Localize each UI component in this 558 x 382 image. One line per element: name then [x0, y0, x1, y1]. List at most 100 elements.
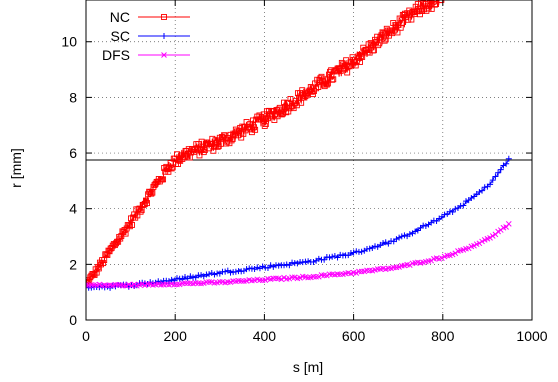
- point-SC-290: [471, 193, 478, 200]
- point-SC-190: [337, 251, 344, 258]
- point-SC-68: [173, 275, 180, 282]
- point-SC-62: [165, 278, 172, 285]
- point-DFS-202: [353, 270, 360, 276]
- point-NC-602: [405, 16, 412, 23]
- point-NC-280: [232, 126, 239, 133]
- series-line-DFS: [86, 223, 510, 287]
- legend-label-NC: NC: [110, 9, 130, 25]
- point-NC-590: [398, 19, 405, 26]
- x-tick-label-2: 400: [253, 328, 277, 344]
- plot-frame: [85, 0, 533, 321]
- point-NC-652: [432, 1, 438, 8]
- point-NC-144: [160, 176, 167, 183]
- x-axis-label: s [m]: [293, 359, 323, 375]
- point-NC-474: [336, 66, 343, 73]
- point-NC-274: [229, 135, 236, 142]
- point-SC-66: [171, 277, 178, 284]
- point-NC-504: [352, 62, 359, 69]
- series-DFS: [86, 221, 512, 289]
- point-NC-570: [388, 28, 395, 35]
- point-NC-460: [329, 76, 336, 83]
- y-tick-labels: 0 2 4 6 8 10: [61, 34, 77, 328]
- point-SC-254: [422, 222, 429, 229]
- point-SC-174: [315, 255, 322, 262]
- y-tick-label-4: 8: [69, 89, 77, 105]
- point-NC-336: [262, 121, 269, 128]
- point-SC-16: [104, 283, 111, 290]
- point-NC-238: [210, 147, 217, 154]
- point-SC-274: [449, 209, 456, 216]
- point-SC-298: [481, 184, 488, 191]
- point-NC-646: [428, 5, 435, 12]
- point-SC-116: [238, 268, 245, 275]
- point-SC-296: [479, 187, 486, 194]
- x-tick-label-1: 200: [164, 328, 188, 344]
- point-DFS-36: [131, 281, 138, 288]
- point-SC-104: [222, 268, 229, 275]
- point-SC-288: [468, 194, 475, 201]
- point-NC-154: [165, 168, 172, 175]
- legend-label-SC: SC: [111, 28, 130, 44]
- point-SC-202: [353, 248, 360, 255]
- point-NC-86: [129, 221, 135, 228]
- point-SC-308: [495, 169, 502, 176]
- point-NC-236: [209, 135, 216, 142]
- point-NC-654: [433, 1, 439, 8]
- point-DFS-294: [476, 240, 483, 247]
- point-NC-582: [394, 29, 401, 36]
- point-SC-216: [372, 243, 379, 250]
- point-SC-136: [264, 265, 271, 272]
- point-SC-148: [281, 262, 288, 269]
- point-SC-64: [168, 276, 175, 283]
- point-DFS-134: [262, 277, 269, 284]
- point-SC-178: [321, 256, 328, 263]
- point-SC-246: [412, 228, 419, 235]
- point-SC-306: [492, 173, 499, 180]
- series-SC: [86, 155, 512, 291]
- point-SC-314: [503, 160, 510, 167]
- point-NC-262: [223, 140, 230, 147]
- point-NC-378: [285, 108, 292, 115]
- point-SC-242: [406, 231, 413, 238]
- point-DFS-308: [495, 228, 501, 235]
- point-NC-162: [169, 164, 176, 171]
- point-NC-226: [204, 139, 210, 146]
- point-DFS-258: [428, 257, 435, 264]
- point-SC-238: [401, 232, 408, 239]
- point-SC-284: [462, 198, 469, 205]
- point-DFS-152: [286, 275, 293, 282]
- point-NC-488: [344, 69, 351, 76]
- point-NC-484: [342, 63, 348, 69]
- point-SC-262: [433, 218, 440, 225]
- point-SC-226: [385, 240, 392, 247]
- point-SC-170: [310, 259, 317, 266]
- point-SC-94: [208, 269, 215, 276]
- legend-label-DFS: DFS: [102, 47, 130, 63]
- point-DFS-266: [439, 255, 445, 262]
- point-SC-154: [289, 259, 296, 266]
- point-NC-222: [201, 147, 208, 153]
- point-DFS-304: [489, 233, 496, 239]
- point-SC-188: [334, 254, 341, 261]
- point-NC-450: [323, 81, 330, 88]
- point-NC-538: [370, 47, 377, 54]
- point-SC-152: [286, 262, 293, 269]
- point-NC-124: [149, 189, 156, 196]
- point-DFS-302: [487, 235, 493, 241]
- point-SC-150: [283, 261, 290, 268]
- point-NC-546: [375, 42, 382, 49]
- point-NC-246: [214, 143, 221, 150]
- point-NC-642: [426, 0, 433, 2]
- point-DFS-296: [479, 238, 485, 245]
- point-SC-158: [294, 260, 301, 267]
- point-NC-122: [148, 190, 155, 197]
- point-SC-92: [206, 271, 213, 278]
- point-SC-222: [380, 239, 387, 246]
- point-NC-424: [309, 91, 316, 98]
- point-SC-186: [331, 253, 338, 260]
- point-SC-234: [396, 234, 403, 241]
- point-SC-268: [441, 211, 448, 218]
- point-DFS-316: [505, 221, 512, 227]
- point-SC-162: [299, 259, 306, 266]
- point-NC-514: [358, 52, 365, 59]
